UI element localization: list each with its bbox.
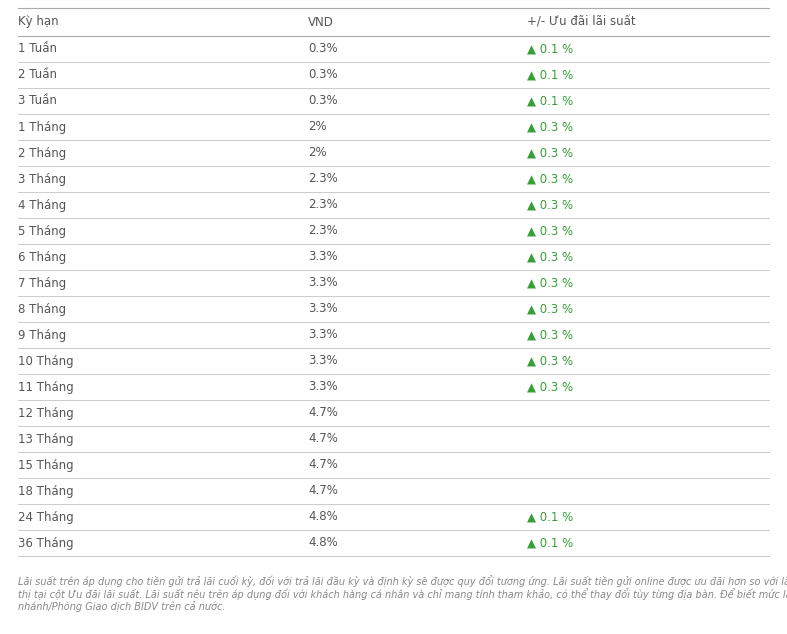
Text: ▲ 0.1 %: ▲ 0.1 %	[527, 68, 573, 82]
Text: 9 Tháng: 9 Tháng	[18, 328, 66, 342]
Text: ▲ 0.3 %: ▲ 0.3 %	[527, 146, 573, 160]
Text: ▲ 0.3 %: ▲ 0.3 %	[527, 302, 573, 316]
Text: 2.3%: 2.3%	[308, 172, 338, 186]
Text: 2%: 2%	[308, 120, 327, 134]
Text: thị tại cột Ưu đãi lãi suất. Lãi suất nêu trên áp dụng đối với khách hàng cá nhâ: thị tại cột Ưu đãi lãi suất. Lãi suất nê…	[18, 588, 787, 600]
Text: Kỳ hạn: Kỳ hạn	[18, 15, 58, 29]
Text: 6 Tháng: 6 Tháng	[18, 250, 66, 264]
Text: ▲ 0.1 %: ▲ 0.1 %	[527, 536, 573, 550]
Text: 11 Tháng: 11 Tháng	[18, 380, 74, 394]
Text: 4.7%: 4.7%	[308, 458, 338, 472]
Text: 2.3%: 2.3%	[308, 224, 338, 238]
Text: 3 Tuần: 3 Tuần	[18, 94, 57, 108]
Text: 4.8%: 4.8%	[308, 536, 338, 550]
Text: 5 Tháng: 5 Tháng	[18, 224, 66, 238]
Text: 0.3%: 0.3%	[308, 42, 338, 56]
Text: 3.3%: 3.3%	[308, 250, 338, 264]
Text: ▲ 0.3 %: ▲ 0.3 %	[527, 276, 573, 290]
Text: 10 Tháng: 10 Tháng	[18, 354, 74, 368]
Text: 24 Tháng: 24 Tháng	[18, 510, 74, 524]
Text: 2.3%: 2.3%	[308, 198, 338, 212]
Text: 1 Tuần: 1 Tuần	[18, 42, 57, 56]
Text: ▲ 0.1 %: ▲ 0.1 %	[527, 94, 573, 108]
Text: 36 Tháng: 36 Tháng	[18, 536, 74, 550]
Text: ▲ 0.1 %: ▲ 0.1 %	[527, 510, 573, 524]
Text: ▲ 0.3 %: ▲ 0.3 %	[527, 224, 573, 238]
Text: 3.3%: 3.3%	[308, 380, 338, 394]
Text: 4.7%: 4.7%	[308, 406, 338, 420]
Text: 3.3%: 3.3%	[308, 302, 338, 316]
Text: ▲ 0.3 %: ▲ 0.3 %	[527, 328, 573, 342]
Text: 3 Tháng: 3 Tháng	[18, 172, 66, 186]
Text: 0.3%: 0.3%	[308, 68, 338, 82]
Text: Lãi suất trên áp dụng cho tiền gửi trả lãi cuối kỳ, đối với trả lãi đầu kỳ và đị: Lãi suất trên áp dụng cho tiền gửi trả l…	[18, 575, 787, 587]
Text: 2 Tuần: 2 Tuần	[18, 68, 57, 82]
Text: 2%: 2%	[308, 146, 327, 160]
Text: 0.3%: 0.3%	[308, 94, 338, 108]
Text: 3.3%: 3.3%	[308, 354, 338, 368]
Text: ▲ 0.3 %: ▲ 0.3 %	[527, 250, 573, 264]
Text: ▲ 0.3 %: ▲ 0.3 %	[527, 198, 573, 212]
Text: ▲ 0.3 %: ▲ 0.3 %	[527, 120, 573, 134]
Text: 13 Tháng: 13 Tháng	[18, 432, 74, 446]
Text: 4.7%: 4.7%	[308, 484, 338, 498]
Text: 2 Tháng: 2 Tháng	[18, 146, 66, 160]
Text: 7 Tháng: 7 Tháng	[18, 276, 66, 290]
Text: 15 Tháng: 15 Tháng	[18, 458, 74, 472]
Text: 4 Tháng: 4 Tháng	[18, 198, 66, 212]
Text: ▲ 0.1 %: ▲ 0.1 %	[527, 42, 573, 56]
Text: 3.3%: 3.3%	[308, 276, 338, 290]
Text: VND: VND	[308, 15, 334, 29]
Text: ▲ 0.3 %: ▲ 0.3 %	[527, 172, 573, 186]
Text: ▲ 0.3 %: ▲ 0.3 %	[527, 354, 573, 368]
Text: 1 Tháng: 1 Tháng	[18, 120, 66, 134]
Text: 12 Tháng: 12 Tháng	[18, 406, 74, 420]
Text: 4.7%: 4.7%	[308, 432, 338, 446]
Text: 3.3%: 3.3%	[308, 328, 338, 342]
Text: ▲ 0.3 %: ▲ 0.3 %	[527, 380, 573, 394]
Text: +/- Ưu đãi lãi suất: +/- Ưu đãi lãi suất	[527, 15, 636, 29]
Text: 4.8%: 4.8%	[308, 510, 338, 524]
Text: 18 Tháng: 18 Tháng	[18, 484, 74, 498]
Text: nhánh/Phòng Giao dịch BIDV trên cả nước.: nhánh/Phòng Giao dịch BIDV trên cả nước.	[18, 601, 226, 612]
Text: 8 Tháng: 8 Tháng	[18, 302, 66, 316]
